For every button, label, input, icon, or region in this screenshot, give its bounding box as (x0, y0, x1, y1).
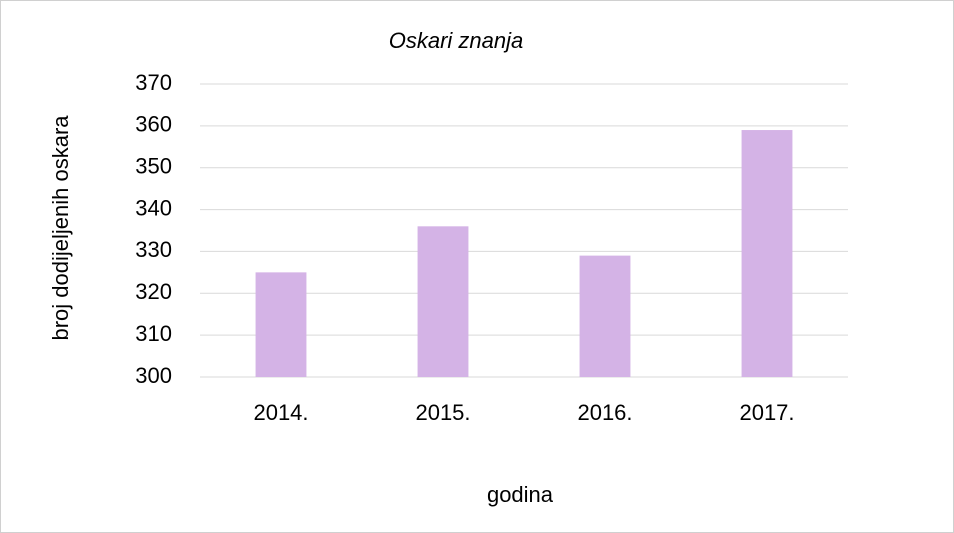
y-tick-label: 300 (135, 363, 172, 388)
x-axis-label: godina (487, 482, 554, 507)
bar (255, 272, 307, 377)
bar (417, 226, 469, 377)
y-axis-label: broj dodijeljenih oskara (48, 115, 73, 341)
y-tick-label: 320 (135, 279, 172, 304)
y-tick-label: 330 (135, 237, 172, 262)
x-tick-label: 2016. (577, 400, 632, 425)
x-tick-label: 2014. (253, 400, 308, 425)
x-tick-label: 2017. (739, 400, 794, 425)
y-tick-label: 370 (135, 70, 172, 95)
bar (741, 130, 793, 377)
y-tick-label: 350 (135, 154, 172, 179)
x-tick-label: 2015. (415, 400, 470, 425)
y-tick-label: 310 (135, 321, 172, 346)
y-tick-label: 340 (135, 195, 172, 220)
bar (579, 255, 631, 377)
y-tick-label: 360 (135, 112, 172, 137)
chart-title: Oskari znanja (389, 28, 524, 53)
